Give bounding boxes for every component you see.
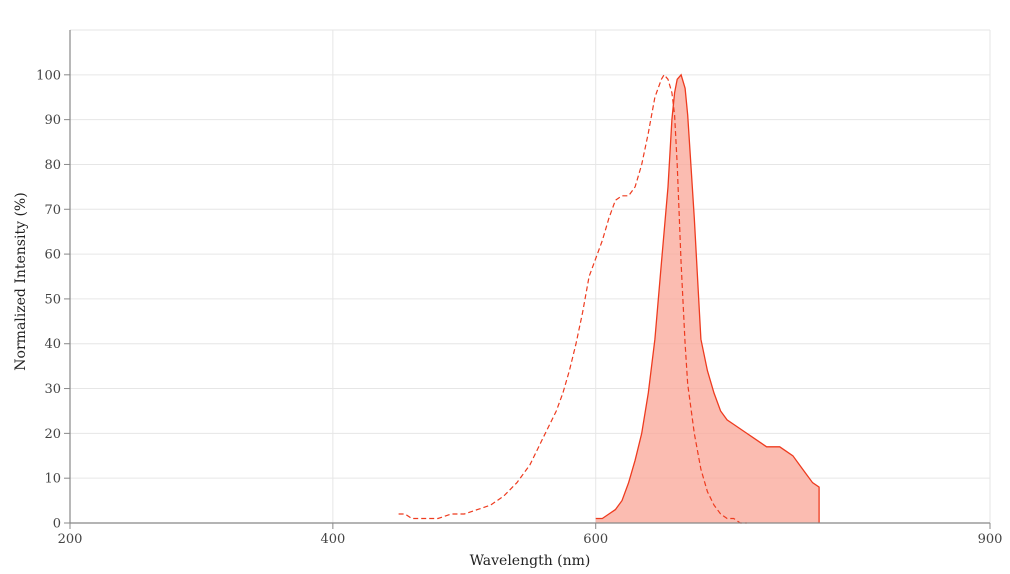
series-layer [398, 73, 820, 524]
excitation-dashed-line [398, 73, 747, 524]
y-tick-label: 30 [44, 382, 61, 397]
emission-area [595, 74, 820, 524]
y-tick-label: 40 [44, 337, 61, 352]
tick-labels: 0 10 20 30 40 50 60 70 80 90 100 200 400 600 900 [36, 68, 1002, 547]
y-tick-label: 50 [44, 292, 61, 307]
y-tick-label: 0 [53, 517, 61, 532]
y-tick-label: 100 [36, 68, 61, 83]
x-tick-label: 200 [58, 532, 83, 547]
x-tick-label: 600 [583, 532, 608, 547]
y-tick-label: 80 [44, 158, 61, 173]
axes [69, 30, 990, 524]
y-axis-title: Normalized Intensity (%) [13, 192, 29, 370]
y-tick-label: 90 [44, 113, 61, 128]
x-tick-label: 900 [978, 532, 1003, 547]
y-tick-label: 10 [44, 472, 61, 487]
y-tick-label: 70 [44, 203, 61, 218]
emission-line [595, 73, 820, 523]
x-axis-title: Wavelength (nm) [470, 553, 591, 569]
y-tick-label: 20 [44, 427, 61, 442]
x-tick-label: 400 [320, 532, 345, 547]
y-tick-label: 60 [44, 248, 61, 263]
gridlines [70, 29, 991, 523]
